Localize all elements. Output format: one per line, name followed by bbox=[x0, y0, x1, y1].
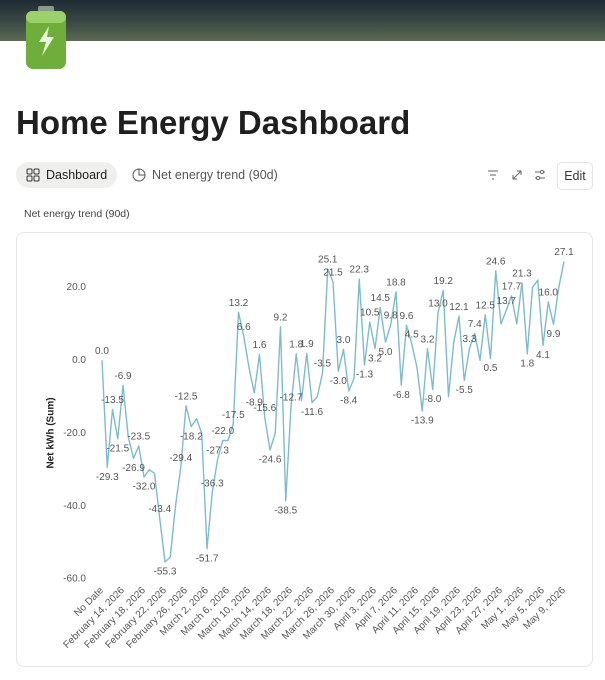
data-label: 6.6 bbox=[237, 322, 251, 333]
data-label: 3.0 bbox=[337, 335, 351, 346]
data-label: -36.3 bbox=[201, 478, 224, 489]
data-label: -13.5 bbox=[101, 395, 124, 406]
tab[interactable]: Dashboard bbox=[16, 162, 118, 188]
settings-button[interactable] bbox=[533, 168, 547, 182]
cover-image bbox=[0, 0, 605, 41]
y-tick-label: 20.0 bbox=[67, 282, 87, 293]
data-label: -15.6 bbox=[253, 403, 276, 414]
data-label: 25.1 bbox=[318, 254, 338, 265]
data-label: 1.6 bbox=[253, 340, 267, 351]
tab[interactable]: Net energy trend (90d) bbox=[122, 162, 288, 188]
data-label: 19.2 bbox=[434, 276, 454, 287]
data-label: 14.5 bbox=[371, 293, 391, 304]
data-label: 1.9 bbox=[300, 339, 314, 350]
y-axis-label: Net kWh (Sum) bbox=[46, 397, 57, 468]
data-label: 16.0 bbox=[539, 288, 559, 299]
data-label: -6.8 bbox=[393, 390, 411, 401]
data-label: 13.7 bbox=[497, 296, 517, 307]
data-label: -27.3 bbox=[206, 445, 229, 456]
data-label: 4.5 bbox=[405, 330, 419, 341]
data-label: 22.3 bbox=[350, 265, 370, 276]
data-label: 9.6 bbox=[400, 311, 414, 322]
data-label: -26.9 bbox=[122, 463, 145, 474]
line bbox=[101, 261, 565, 563]
data-label: -8.4 bbox=[340, 396, 358, 407]
data-label: -17.5 bbox=[222, 410, 245, 421]
edit-button[interactable]: Edit bbox=[557, 162, 593, 190]
data-label: -6.9 bbox=[114, 371, 132, 382]
data-label: -8.9 bbox=[246, 397, 264, 408]
data-label: -23.5 bbox=[127, 432, 150, 443]
tab-label: Net energy trend (90d) bbox=[152, 168, 278, 182]
data-label: -24.6 bbox=[259, 455, 282, 466]
data-label: 5.0 bbox=[379, 347, 393, 358]
data-label: -11.6 bbox=[301, 407, 323, 418]
page-title: Home Energy Dashboard bbox=[16, 104, 411, 141]
data-label: -29.4 bbox=[169, 453, 192, 464]
data-label: -3.5 bbox=[314, 359, 332, 370]
data-label: -5.5 bbox=[456, 385, 474, 396]
data-label: -13.9 bbox=[411, 416, 434, 427]
data-label: 10.5 bbox=[360, 308, 380, 319]
data-label: 7.4 bbox=[468, 319, 482, 330]
chart-card: Net kWh (Sum) -60.0 -40.0 -20.0 0.0 20.0 No D… bbox=[16, 232, 593, 667]
data-label: -12.7 bbox=[280, 392, 303, 403]
data-label: 3.3 bbox=[463, 334, 477, 345]
data-label: 27.1 bbox=[554, 247, 574, 258]
data-label: 24.6 bbox=[486, 256, 506, 267]
data-label: -22.0 bbox=[211, 426, 234, 437]
page-icon bbox=[26, 6, 66, 69]
data-label: -38.5 bbox=[274, 505, 297, 516]
data-label: -55.3 bbox=[154, 567, 177, 578]
data-label: 13.2 bbox=[229, 298, 249, 309]
data-label: 12.1 bbox=[449, 302, 469, 313]
data-label: 3.2 bbox=[421, 334, 435, 345]
data-label: -1.3 bbox=[356, 370, 374, 381]
data-label: 0.5 bbox=[484, 363, 498, 374]
data-label: 13.0 bbox=[428, 299, 448, 310]
filter-button[interactable] bbox=[486, 168, 500, 182]
data-label: 18.8 bbox=[386, 277, 406, 288]
data-label: -3.0 bbox=[330, 376, 348, 387]
chart-caption: Net energy trend (90d) bbox=[24, 208, 130, 220]
data-label: -43.4 bbox=[148, 504, 171, 515]
data-label: -8.0 bbox=[424, 394, 442, 405]
tab-label: Dashboard bbox=[46, 168, 108, 182]
y-tick-label: -60.0 bbox=[63, 574, 86, 585]
expand-button[interactable] bbox=[510, 168, 524, 182]
data-label: 12.5 bbox=[476, 300, 496, 311]
data-label: 17.7 bbox=[502, 281, 522, 292]
y-tick-label: -20.0 bbox=[63, 428, 86, 439]
data-label: 4.1 bbox=[536, 350, 550, 361]
data-label: -18.2 bbox=[180, 431, 203, 442]
data-label: 21.5 bbox=[323, 268, 343, 279]
chart: Net kWh (Sum) -60.0-40.0-20.00.020.0No D… bbox=[46, 247, 575, 651]
y-tick-label: 0.0 bbox=[72, 355, 86, 366]
data-label: -12.5 bbox=[175, 392, 198, 403]
data-label: 1.8 bbox=[520, 358, 534, 369]
data-label: -51.7 bbox=[196, 553, 219, 564]
data-label: -29.3 bbox=[96, 472, 119, 483]
y-tick-label: -40.0 bbox=[63, 501, 86, 512]
data-label: 0.0 bbox=[95, 346, 109, 357]
data-label: 9.9 bbox=[547, 329, 561, 340]
data-label: -32.0 bbox=[133, 482, 156, 493]
data-label: 9.8 bbox=[384, 310, 398, 321]
data-label: 9.2 bbox=[274, 312, 288, 323]
data-label: 1.8 bbox=[289, 339, 303, 350]
data-label: 21.3 bbox=[512, 268, 532, 279]
data-label: 3.2 bbox=[368, 353, 382, 364]
data-label: -21.5 bbox=[106, 443, 129, 454]
